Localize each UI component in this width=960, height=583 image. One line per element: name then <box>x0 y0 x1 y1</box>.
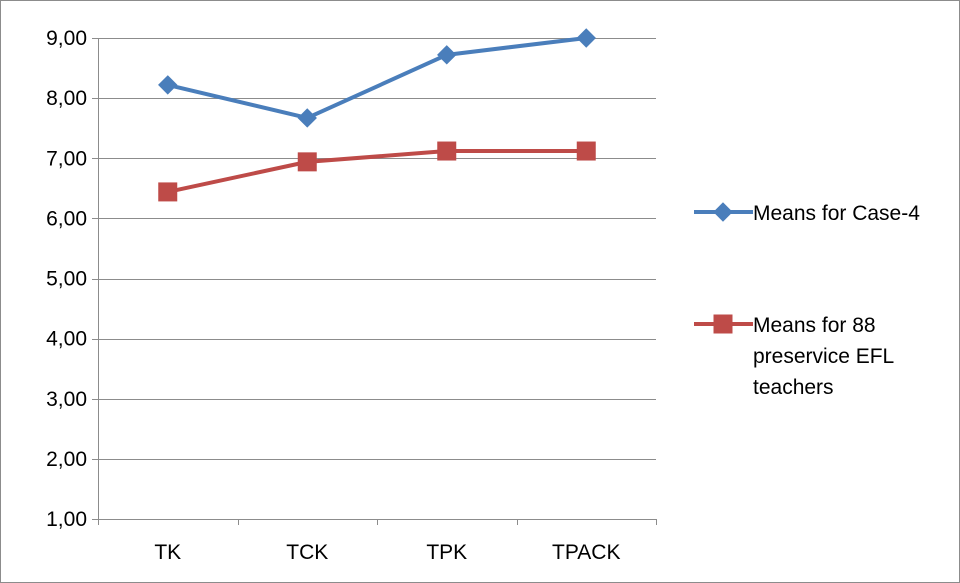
y-tick-label: 7,00 <box>46 147 87 170</box>
y-tick-label: 5,00 <box>46 268 87 291</box>
x-tick-label: TK <box>154 541 181 564</box>
y-tick-label: 1,00 <box>46 508 87 531</box>
series-line <box>165 149 589 194</box>
gridlines <box>98 38 656 460</box>
legend-item: Means for Case-4 <box>694 202 920 225</box>
data-point <box>158 182 178 202</box>
y-tick-label: 9,00 <box>46 27 87 50</box>
x-tick-label: TCK <box>286 541 328 564</box>
series-line <box>165 36 589 120</box>
legend-label: Means for 88 <box>753 314 876 337</box>
y-tick-label: 4,00 <box>46 328 87 351</box>
x-tick-label: TPK <box>426 541 467 564</box>
x-axis-tick-labels: TK TCK TPK TPACK <box>154 541 620 564</box>
data-point <box>158 75 178 95</box>
legend-marker-swatch <box>713 314 733 334</box>
series-2 <box>158 141 596 202</box>
y-axis-tick-labels: 1,00 2,00 3,00 4,00 5,00 6,00 7,00 8,00 9,00 <box>46 27 87 531</box>
y-tick-label: 6,00 <box>46 207 87 230</box>
series-1 <box>158 28 596 128</box>
legend-label: Means for Case-4 <box>753 202 920 225</box>
data-point <box>437 141 457 161</box>
data-point <box>576 141 596 161</box>
axes <box>92 38 657 525</box>
x-tick-label: TPACK <box>552 541 620 564</box>
legend-marker-swatch <box>713 202 733 222</box>
legend-label: preservice EFL <box>753 345 894 368</box>
data-point <box>576 28 596 48</box>
legend-item: Means for 88 preservice EFL teachers <box>694 314 894 399</box>
data-point <box>297 152 317 172</box>
legend: Means for Case-4 Means for 88 preservice E… <box>694 202 920 399</box>
legend-label: teachers <box>753 376 834 399</box>
y-tick-label: 3,00 <box>46 388 87 411</box>
y-tick-label: 2,00 <box>46 448 87 471</box>
data-point <box>297 108 317 128</box>
data-point <box>437 45 457 65</box>
data-series <box>158 28 596 202</box>
y-tick-label: 8,00 <box>46 87 87 110</box>
